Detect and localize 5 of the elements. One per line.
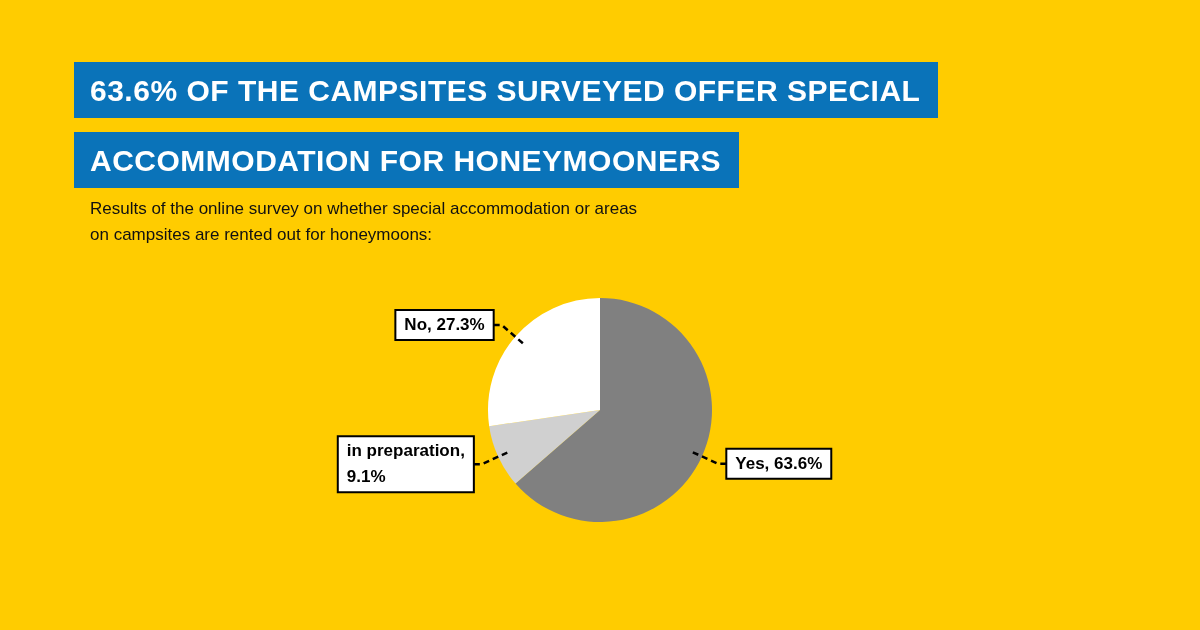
chart-title: 63.6% OF THE CAMPSITES SURVEYED OFFER SPECIAL ACCOMMODATION FOR HONEYMOONERS xyxy=(90,74,921,177)
slice-label: in preparation, 9.1% xyxy=(346,440,465,486)
slice-label: Yes, 63.6% xyxy=(735,453,823,473)
slice-label: No, 27.3% xyxy=(404,314,485,334)
chart-subtitle: Results of the online survey on whether special accommodation or areas on campsites are rented out for honeymoons: xyxy=(90,198,639,246)
